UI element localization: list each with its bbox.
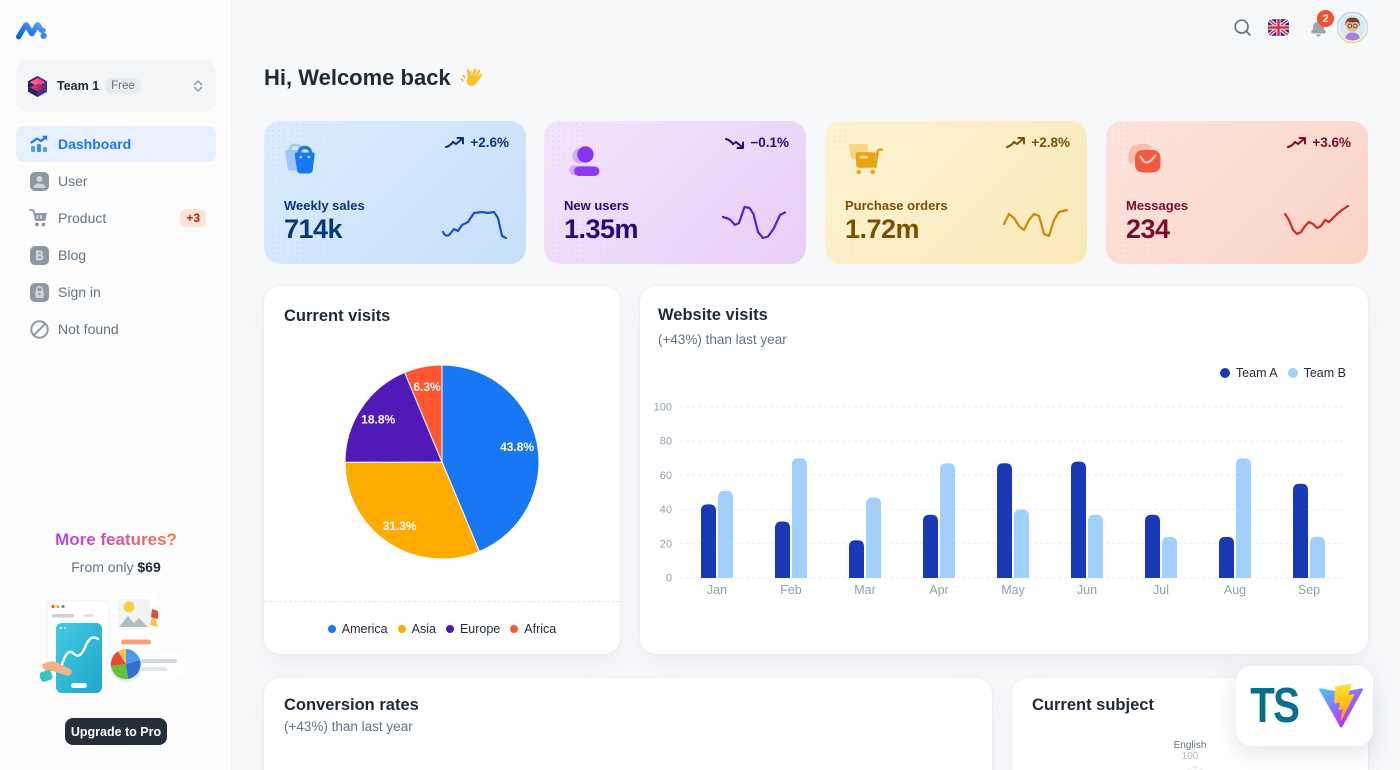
svg-text:Feb: Feb bbox=[780, 583, 802, 597]
svg-text:Jul: Jul bbox=[1153, 583, 1169, 597]
svg-text:40: 40 bbox=[660, 504, 672, 516]
svg-text:May: May bbox=[1001, 583, 1025, 597]
svg-text:Apr: Apr bbox=[929, 583, 948, 597]
svg-text:20: 20 bbox=[660, 538, 672, 550]
svg-text:18.8%: 18.8% bbox=[361, 413, 395, 427]
svg-text:6.3%: 6.3% bbox=[413, 380, 441, 394]
svg-text:Jan: Jan bbox=[707, 583, 727, 597]
svg-text:80: 80 bbox=[660, 436, 672, 448]
svg-text:Jun: Jun bbox=[1077, 583, 1097, 597]
svg-text:100: 100 bbox=[654, 401, 672, 413]
svg-text:Sep: Sep bbox=[1298, 583, 1320, 597]
svg-text:Mar: Mar bbox=[854, 583, 876, 597]
svg-text:Aug: Aug bbox=[1224, 583, 1246, 597]
svg-text:60: 60 bbox=[660, 470, 672, 482]
svg-text:31.3%: 31.3% bbox=[383, 519, 417, 533]
svg-text:0: 0 bbox=[666, 573, 672, 585]
svg-text:43.8%: 43.8% bbox=[500, 440, 534, 454]
